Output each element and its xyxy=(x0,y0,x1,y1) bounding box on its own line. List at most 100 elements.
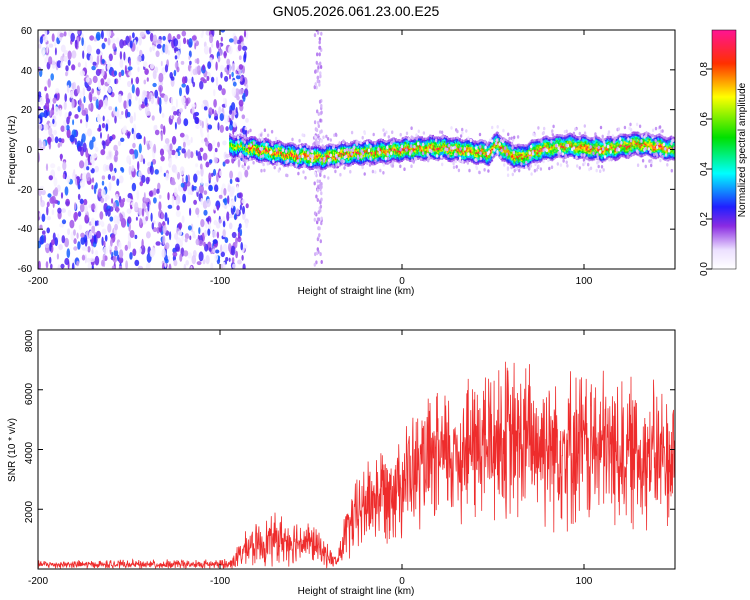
heatmap-cell xyxy=(352,142,354,145)
heatmap-cell xyxy=(57,264,61,269)
heatmap-cell xyxy=(232,138,234,141)
heatmap-cell xyxy=(47,193,52,198)
heatmap-cell xyxy=(420,146,422,149)
heatmap-cell xyxy=(477,155,479,158)
heatmap-cell xyxy=(334,149,336,152)
heatmap-cell xyxy=(396,142,398,145)
heatmap-cell xyxy=(490,159,493,162)
heatmap-cell xyxy=(359,159,361,162)
heatmap-cell xyxy=(436,158,438,161)
heatmap-cell xyxy=(342,143,344,146)
heatmap-cell xyxy=(307,147,309,150)
heatmap-cell xyxy=(286,157,288,160)
heatmap-cell xyxy=(183,250,189,257)
heatmap-cell xyxy=(201,30,204,36)
heatmap-cell xyxy=(267,157,269,160)
heatmap-cell xyxy=(388,150,390,153)
heatmap-cell xyxy=(395,141,397,144)
heatmap-cell xyxy=(468,142,470,146)
heatmap-cell xyxy=(371,145,373,149)
heatmap-cell xyxy=(410,155,412,159)
heatmap-cell xyxy=(355,152,357,155)
heatmap-cell xyxy=(408,142,410,145)
heatmap-cell xyxy=(138,97,141,106)
heatmap-cell xyxy=(231,136,233,139)
heatmap-cell xyxy=(54,187,59,197)
heatmap-cell xyxy=(401,140,403,143)
heatmap-cell xyxy=(293,152,295,155)
heatmap-cell xyxy=(320,216,323,221)
heatmap-cell xyxy=(269,154,271,157)
heatmap-cell xyxy=(486,160,489,163)
heatmap-cell xyxy=(255,143,257,146)
heatmap-cell xyxy=(458,154,460,158)
heatmap-cell xyxy=(149,30,155,33)
heatmap-cell xyxy=(173,47,179,52)
heatmap-cell xyxy=(343,153,345,156)
heatmap-cell xyxy=(249,138,251,141)
heatmap-cell xyxy=(385,140,387,143)
heatmap-cell xyxy=(488,147,491,150)
heatmap-cell xyxy=(317,151,319,155)
heatmap-cell xyxy=(479,159,481,162)
heatmap-cell xyxy=(308,161,310,164)
heatmap-cell xyxy=(255,156,257,159)
heatmap-cell xyxy=(465,140,467,143)
heatmap-cell xyxy=(228,63,232,74)
heatmap-cell xyxy=(251,137,253,141)
heatmap-cell xyxy=(218,194,223,199)
heatmap-cell xyxy=(443,134,445,138)
heatmap-cell xyxy=(479,161,481,164)
heatmap-cell xyxy=(318,144,320,147)
heatmap-cell xyxy=(253,151,255,154)
heatmap-cell xyxy=(329,150,331,153)
heatmap-cell xyxy=(320,129,323,134)
heatmap-cell xyxy=(230,187,235,196)
heatmap-cell xyxy=(71,50,77,59)
heatmap-cell xyxy=(272,157,274,160)
heatmap-cell xyxy=(211,43,214,48)
heatmap-cell xyxy=(347,160,349,163)
heatmap-cell xyxy=(274,141,276,144)
heatmap-cell xyxy=(281,159,283,162)
heatmap-cell xyxy=(317,160,319,163)
heatmap-cell xyxy=(141,238,144,249)
heatmap-cell xyxy=(460,140,462,144)
heatmap-cell xyxy=(64,186,69,196)
heatmap-cell xyxy=(191,76,194,84)
heatmap-cell xyxy=(487,157,490,160)
heatmap-cell xyxy=(462,152,464,155)
heatmap-cell xyxy=(352,155,354,158)
heatmap-cell xyxy=(205,217,210,222)
heatmap-cell xyxy=(297,147,299,150)
heatmap-cell xyxy=(308,154,310,157)
heatmap-cell xyxy=(290,156,292,159)
heatmap-cell xyxy=(330,147,332,150)
heatmap-cell xyxy=(451,142,453,145)
heatmap-cell xyxy=(473,162,475,165)
heatmap-cell xyxy=(388,161,390,164)
heatmap-cell xyxy=(374,147,376,150)
heatmap-cell xyxy=(383,158,385,161)
heatmap-cell xyxy=(86,166,90,171)
heatmap-cell xyxy=(146,111,151,116)
heatmap-cell xyxy=(495,132,498,135)
heatmap-cell xyxy=(426,144,428,147)
heatmap-cell xyxy=(495,136,498,139)
heatmap-cell xyxy=(50,163,56,169)
heatmap-cell xyxy=(465,160,467,163)
heatmap-cell xyxy=(262,149,264,152)
heatmap-cell xyxy=(434,136,436,139)
heatmap-cell xyxy=(380,147,382,150)
heatmap-cell xyxy=(236,135,238,138)
heatmap-cell xyxy=(291,154,293,157)
heatmap-cell xyxy=(44,244,50,248)
heatmap-cell xyxy=(205,198,211,208)
heatmap-cell xyxy=(485,157,488,160)
heatmap-cell xyxy=(280,158,282,161)
heatmap-cell xyxy=(245,150,247,153)
heatmap-cell xyxy=(373,158,375,161)
heatmap-cell xyxy=(199,80,204,90)
heatmap-cell xyxy=(446,151,448,154)
heatmap-cell xyxy=(258,153,260,156)
